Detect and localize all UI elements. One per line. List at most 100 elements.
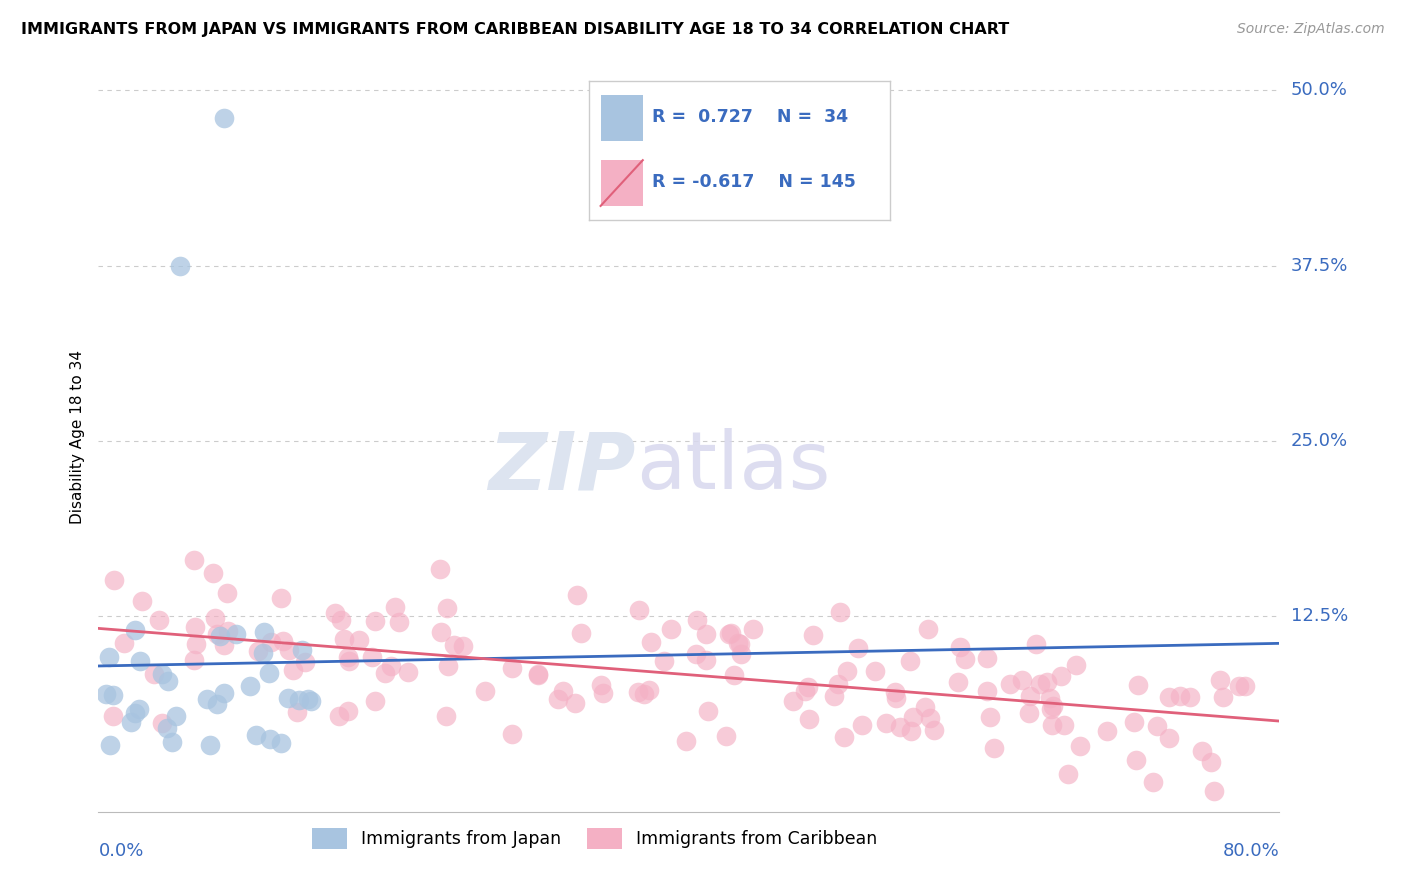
Point bbox=[209, 629, 232, 643]
Point bbox=[183, 652, 205, 666]
Point bbox=[384, 599, 406, 614]
Point bbox=[589, 677, 612, 691]
Point bbox=[436, 659, 458, 673]
Point bbox=[551, 684, 574, 698]
Point bbox=[526, 668, 548, 682]
Point bbox=[917, 622, 939, 636]
Point bbox=[889, 720, 911, 734]
Point bbox=[827, 677, 849, 691]
Point bbox=[1018, 706, 1040, 720]
Point bbox=[1025, 637, 1047, 651]
Point bbox=[863, 665, 886, 679]
Point bbox=[697, 704, 720, 718]
Point bbox=[1039, 690, 1062, 705]
Point bbox=[976, 651, 998, 665]
Point bbox=[337, 704, 360, 718]
Point bbox=[1142, 774, 1164, 789]
Point bbox=[361, 649, 384, 664]
Point bbox=[628, 603, 651, 617]
Point bbox=[1227, 679, 1250, 693]
Point bbox=[633, 687, 655, 701]
Point bbox=[1011, 673, 1033, 687]
Point bbox=[98, 739, 121, 753]
Point bbox=[150, 667, 173, 681]
Point bbox=[205, 627, 228, 641]
Legend: Immigrants from Japan, Immigrants from Caribbean: Immigrants from Japan, Immigrants from C… bbox=[305, 822, 884, 855]
Point bbox=[443, 638, 465, 652]
Point bbox=[1199, 755, 1222, 769]
Point bbox=[627, 685, 650, 699]
Point bbox=[436, 601, 458, 615]
Point bbox=[901, 710, 924, 724]
Point bbox=[328, 708, 350, 723]
Point bbox=[797, 680, 820, 694]
Point bbox=[659, 622, 682, 636]
Text: 37.5%: 37.5% bbox=[1291, 257, 1348, 275]
Point bbox=[291, 643, 314, 657]
Point bbox=[900, 724, 922, 739]
Point bbox=[374, 666, 396, 681]
Point bbox=[1028, 677, 1050, 691]
Point bbox=[129, 655, 152, 669]
Point bbox=[924, 723, 946, 737]
Point bbox=[526, 666, 548, 681]
Point bbox=[124, 706, 146, 720]
Point bbox=[1123, 714, 1146, 729]
Point bbox=[886, 691, 908, 706]
Point bbox=[565, 588, 588, 602]
Point bbox=[946, 675, 969, 690]
Point bbox=[918, 711, 941, 725]
Point bbox=[1040, 718, 1063, 732]
Point bbox=[281, 664, 304, 678]
Text: Source: ZipAtlas.com: Source: ZipAtlas.com bbox=[1237, 22, 1385, 37]
Text: ZIP: ZIP bbox=[488, 428, 636, 506]
Point bbox=[212, 686, 235, 700]
Point bbox=[1064, 657, 1087, 672]
Point bbox=[294, 655, 316, 669]
Point bbox=[1178, 690, 1201, 704]
Point bbox=[1146, 719, 1168, 733]
Point bbox=[259, 635, 281, 649]
Point bbox=[569, 626, 592, 640]
Point bbox=[325, 607, 347, 621]
Point bbox=[217, 624, 239, 639]
Point bbox=[832, 730, 855, 744]
Text: 25.0%: 25.0% bbox=[1291, 432, 1348, 450]
Point bbox=[337, 649, 360, 664]
Text: atlas: atlas bbox=[636, 428, 830, 506]
Point bbox=[898, 654, 921, 668]
Point bbox=[1019, 690, 1042, 704]
Point bbox=[124, 624, 146, 638]
Point bbox=[979, 710, 1001, 724]
Point bbox=[1212, 690, 1234, 704]
Point bbox=[364, 694, 387, 708]
Point bbox=[714, 729, 737, 743]
Point bbox=[1157, 731, 1180, 746]
Point bbox=[120, 715, 142, 730]
Point bbox=[695, 653, 717, 667]
Text: 80.0%: 80.0% bbox=[1223, 842, 1279, 860]
Point bbox=[1040, 702, 1063, 716]
Point bbox=[501, 727, 523, 741]
Point bbox=[547, 692, 569, 706]
Point bbox=[97, 650, 120, 665]
Point bbox=[875, 716, 897, 731]
Point bbox=[1125, 753, 1147, 767]
Text: 0.0%: 0.0% bbox=[98, 842, 143, 860]
Point bbox=[287, 705, 309, 719]
Point bbox=[198, 738, 221, 752]
Point bbox=[225, 627, 247, 641]
Point bbox=[201, 566, 224, 580]
Point bbox=[1202, 783, 1225, 797]
Point bbox=[652, 654, 675, 668]
Point bbox=[640, 634, 662, 648]
Point bbox=[245, 728, 267, 742]
Point bbox=[204, 611, 226, 625]
Point bbox=[1209, 673, 1232, 687]
Point bbox=[238, 680, 260, 694]
Point bbox=[851, 717, 873, 731]
Point bbox=[1042, 698, 1064, 713]
Point bbox=[453, 639, 475, 653]
Point bbox=[1057, 767, 1080, 781]
Point bbox=[101, 688, 124, 702]
